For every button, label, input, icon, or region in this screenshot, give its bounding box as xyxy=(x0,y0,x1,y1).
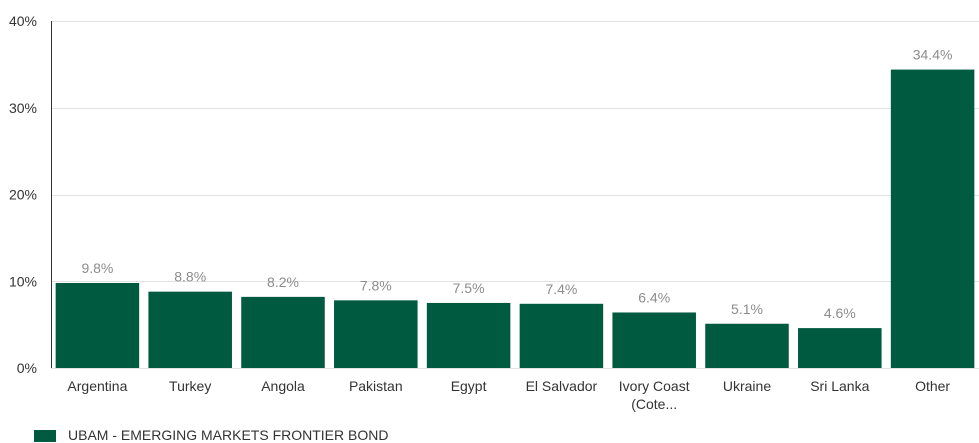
bar-chart: 0% 10% 20% 30% 40% 9.8% 8.8% 8.2% 7.8% 7.5% 7.4% 6… xyxy=(9,13,979,412)
data-label: 7.4% xyxy=(545,281,577,297)
bar xyxy=(798,328,882,368)
data-labels: 9.8% 8.8% 8.2% 7.8% 7.5% 7.4% 6.4% 5.1% 4.6% 34.4… xyxy=(81,47,952,322)
data-label: 8.8% xyxy=(174,269,206,285)
x-tick-label: El Salvador xyxy=(526,378,598,394)
bar xyxy=(241,296,325,368)
y-tick-label: 0% xyxy=(17,360,37,376)
bar xyxy=(612,312,696,368)
bar xyxy=(519,303,604,368)
y-tick-label: 30% xyxy=(9,100,37,116)
bar xyxy=(890,69,975,368)
data-label: 7.5% xyxy=(453,280,485,296)
y-tick-label: 40% xyxy=(9,13,37,29)
data-label: 34.4% xyxy=(913,47,953,63)
bar xyxy=(55,282,140,368)
x-tick-label: Pakistan xyxy=(349,378,403,394)
legend-swatch xyxy=(34,429,56,442)
bar xyxy=(705,323,789,368)
grid-lines xyxy=(51,21,979,369)
x-tick-label: Sri Lanka xyxy=(810,378,869,394)
bar xyxy=(148,291,232,368)
y-tick-label: 10% xyxy=(9,273,37,289)
data-label: 5.1% xyxy=(731,301,763,317)
x-tick-label: Ivory Coast (Cote... xyxy=(619,378,690,412)
data-label: 8.2% xyxy=(267,274,299,290)
bar xyxy=(426,302,511,368)
x-tick-label: Ukraine xyxy=(723,378,771,394)
x-axis-tick-labels: Argentina Turkey Angola Pakistan Egypt El Sal… xyxy=(67,378,950,412)
x-tick-label: Other xyxy=(915,378,950,394)
x-tick-label: Turkey xyxy=(169,378,211,394)
legend-label: UBAM - EMERGING MARKETS FRONTIER BOND xyxy=(68,427,389,443)
x-tick-label: Egypt xyxy=(451,378,487,394)
y-tick-label: 20% xyxy=(9,187,37,203)
data-label: 7.8% xyxy=(360,277,392,293)
x-tick-label: Angola xyxy=(261,378,305,394)
data-label: 6.4% xyxy=(638,289,670,305)
bars xyxy=(55,69,975,368)
legend: UBAM - EMERGING MARKETS FRONTIER BOND xyxy=(34,428,388,443)
data-label: 9.8% xyxy=(81,260,113,276)
data-label: 4.6% xyxy=(824,305,856,321)
y-axis-tick-labels: 0% 10% 20% 30% 40% xyxy=(9,13,37,376)
x-tick-label: Argentina xyxy=(67,378,127,394)
bar xyxy=(334,300,418,368)
